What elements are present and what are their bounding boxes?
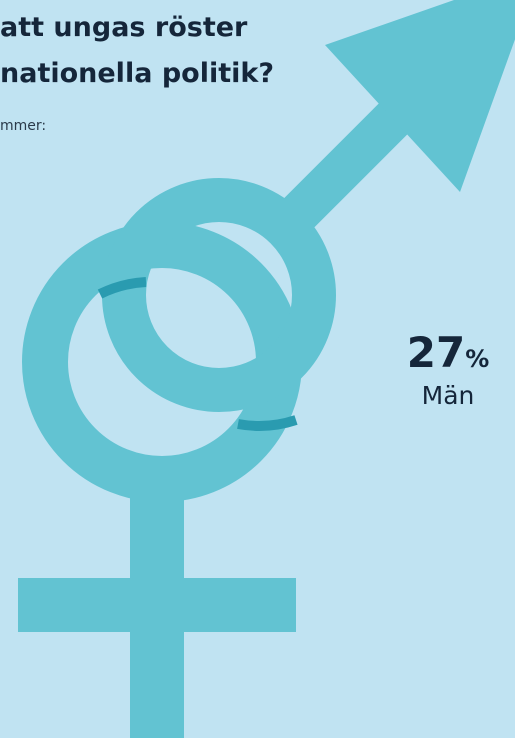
stat-label: Män	[421, 381, 475, 410]
stat-value: 27	[406, 328, 466, 377]
female-crossbar	[18, 578, 296, 632]
title-line: nationella politik?	[0, 58, 274, 89]
subtitle: mmer:	[0, 118, 47, 134]
male-arrowhead	[325, 0, 515, 192]
male-ring	[102, 178, 336, 412]
stat-unit: %	[465, 345, 490, 373]
title-line: att ungas röster	[0, 12, 248, 43]
overlap-shade	[237, 415, 298, 431]
overlap-shade	[97, 277, 147, 299]
stat: 27% Män	[393, 330, 503, 410]
stat-figure: 27%	[393, 330, 503, 382]
